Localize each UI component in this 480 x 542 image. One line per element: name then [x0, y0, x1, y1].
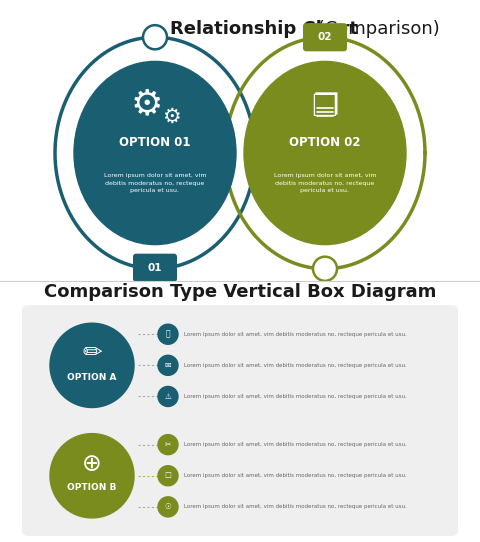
Text: Lorem ipsum dolor sit amet, vim
debitis moderatus no, recteque
pericula et usu.: Lorem ipsum dolor sit amet, vim debitis …	[274, 173, 376, 193]
Text: Lorem ipsum dolor sit amet, vim debitis moderatus no, recteque pericula et usu.: Lorem ipsum dolor sit amet, vim debitis …	[184, 394, 407, 399]
Circle shape	[158, 386, 178, 406]
Circle shape	[158, 497, 178, 517]
Text: ✂: ✂	[165, 440, 171, 449]
Text: 01: 01	[148, 263, 162, 273]
Text: ⊕: ⊕	[82, 451, 102, 476]
Text: Comparison Type Vertical Box Diagram: Comparison Type Vertical Box Diagram	[44, 283, 436, 301]
FancyBboxPatch shape	[133, 254, 177, 282]
Ellipse shape	[244, 61, 406, 244]
FancyBboxPatch shape	[303, 23, 347, 51]
Text: Lorem ipsum dolor sit amet, vim debitis moderatus no, recteque pericula et usu.: Lorem ipsum dolor sit amet, vim debitis …	[184, 442, 407, 447]
Text: Lorem ipsum dolor sit amet, vim debitis moderatus no, recteque pericula et usu.: Lorem ipsum dolor sit amet, vim debitis …	[184, 363, 407, 368]
Circle shape	[313, 257, 337, 281]
Ellipse shape	[74, 61, 236, 244]
Text: ⚙: ⚙	[131, 88, 163, 122]
Text: ☉: ☉	[165, 502, 171, 511]
Circle shape	[50, 323, 134, 408]
Circle shape	[158, 435, 178, 455]
Text: ⚠: ⚠	[165, 392, 171, 401]
Text: Lorem ipsum dolor sit amet, vim debitis moderatus no, recteque pericula et usu.: Lorem ipsum dolor sit amet, vim debitis …	[184, 473, 407, 478]
Text: ☐: ☐	[165, 471, 171, 480]
Circle shape	[143, 25, 167, 49]
Circle shape	[158, 466, 178, 486]
Text: ▭: ▭	[312, 92, 338, 120]
Circle shape	[158, 324, 178, 344]
Text: OPTION 01: OPTION 01	[119, 137, 191, 150]
Text: OPTION B: OPTION B	[67, 483, 117, 492]
Circle shape	[158, 356, 178, 376]
Text: Relationship Chart: Relationship Chart	[170, 20, 358, 38]
Circle shape	[50, 434, 134, 518]
Text: OPTION 02: OPTION 02	[289, 137, 361, 150]
Text: ❐: ❐	[312, 93, 339, 122]
Text: Lorem ipsum dolor sit amet, vim debitis moderatus no, recteque pericula et usu.: Lorem ipsum dolor sit amet, vim debitis …	[184, 505, 407, 509]
Text: ⛔: ⛔	[166, 330, 170, 339]
Text: ✉: ✉	[165, 361, 171, 370]
Text: (Comparison): (Comparison)	[312, 20, 440, 38]
Text: Lorem ipsum dolor sit amet, vim debitis moderatus no, recteque pericula et usu.: Lorem ipsum dolor sit amet, vim debitis …	[184, 332, 407, 337]
Text: Lorem ipsum dolor sit amet, vim
debitis moderatus no, recteque
pericula et usu.: Lorem ipsum dolor sit amet, vim debitis …	[104, 173, 206, 193]
Text: OPTION A: OPTION A	[67, 373, 117, 382]
Text: ⚙: ⚙	[162, 107, 180, 127]
Text: 02: 02	[318, 32, 332, 42]
Text: ✏: ✏	[82, 341, 102, 365]
FancyBboxPatch shape	[22, 416, 458, 536]
FancyBboxPatch shape	[22, 305, 458, 425]
